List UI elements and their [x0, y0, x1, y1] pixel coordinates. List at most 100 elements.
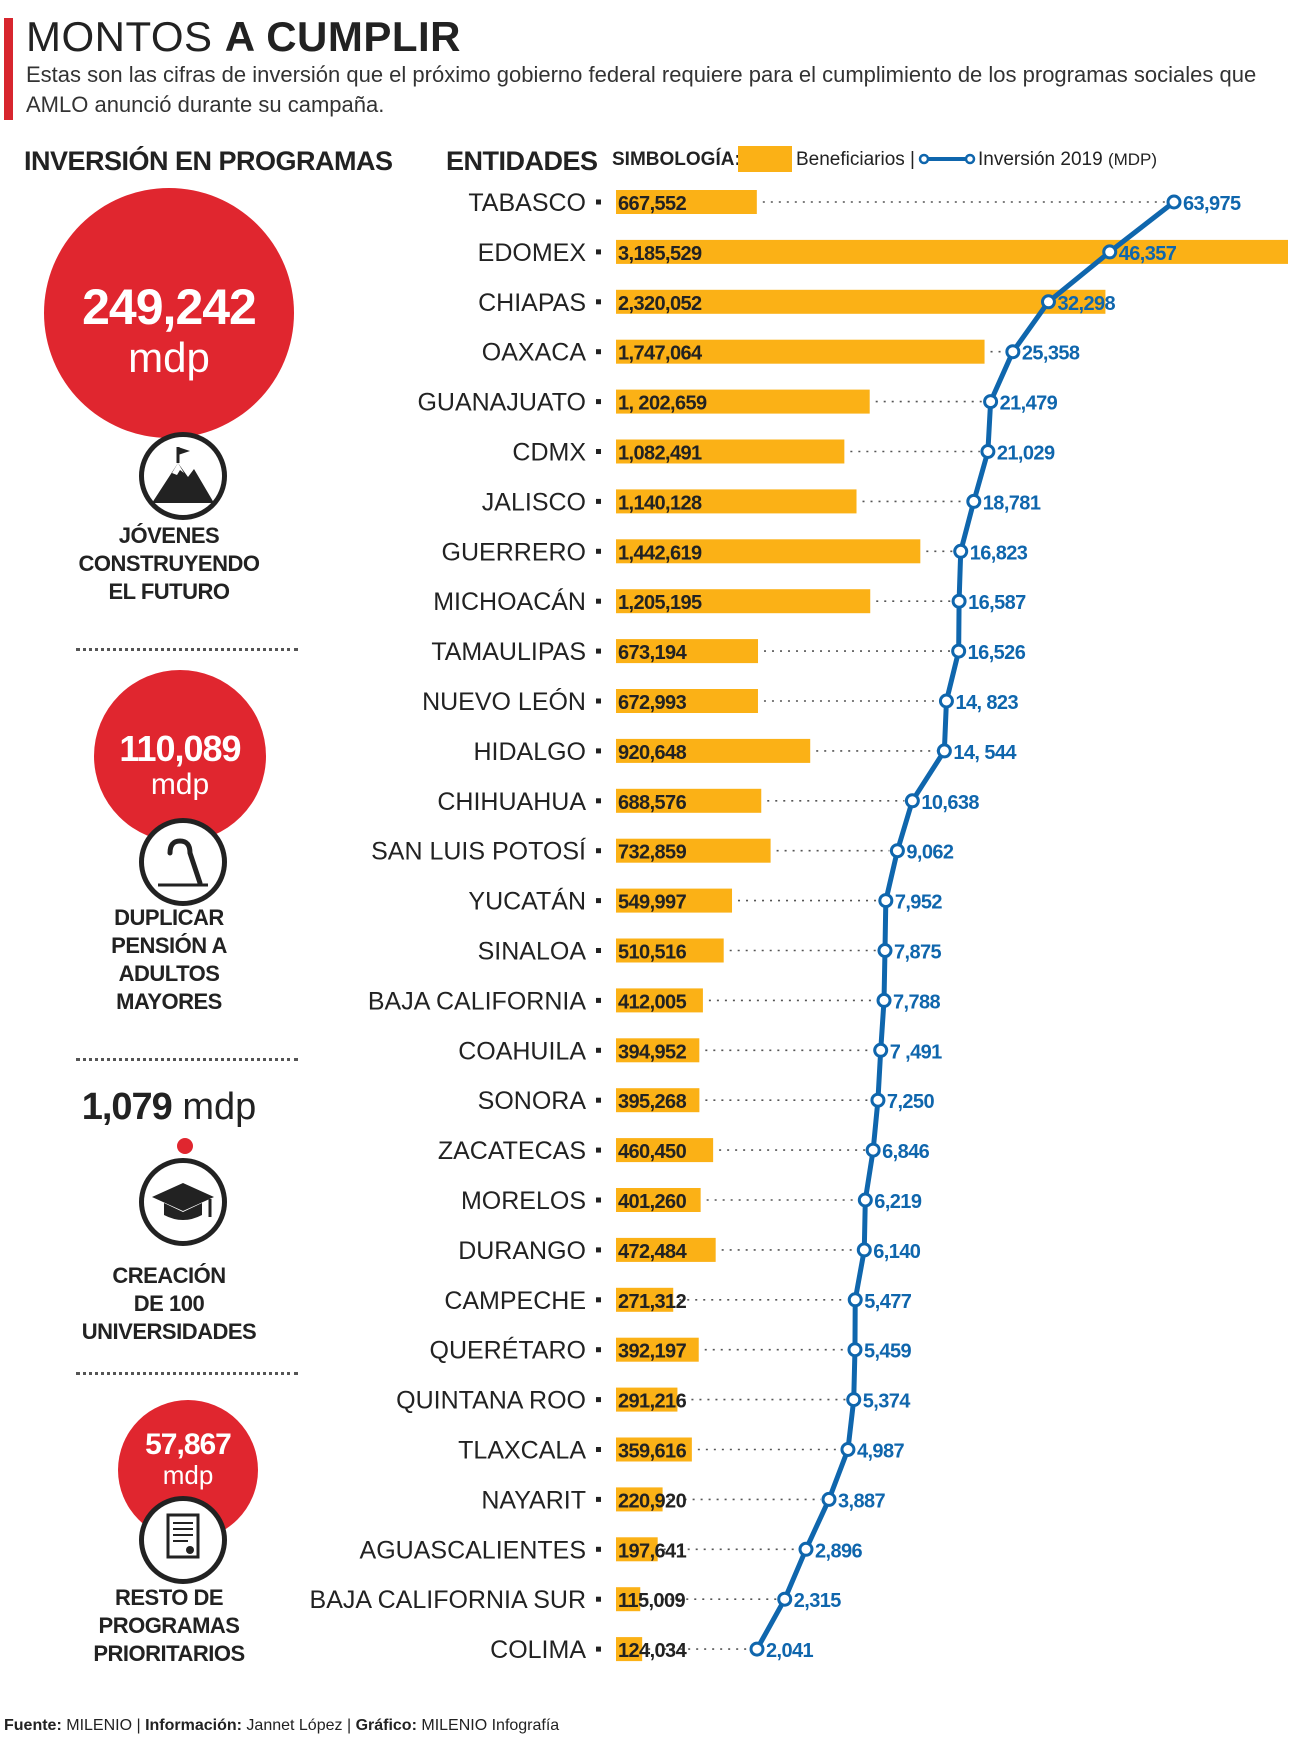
beneficiaries-label: 359,616 — [618, 1441, 687, 1463]
program-1-value: 249,242 — [82, 279, 257, 335]
investment-label: 5,374 — [863, 1391, 912, 1413]
beneficiaries-bar — [616, 1237, 716, 1262]
investment-label: 5,477 — [864, 1291, 912, 1313]
beneficiaries-label: 3,185,529 — [618, 243, 702, 265]
state-label: SONORA — [478, 1087, 587, 1115]
state-label: NAYARIT — [481, 1486, 586, 1514]
state-tick — [596, 299, 601, 305]
beneficiaries-label: 115,009 — [618, 1590, 685, 1612]
state-tick — [596, 1447, 601, 1452]
document-icon — [139, 1496, 227, 1584]
state-tick — [596, 449, 601, 454]
beneficiaries-label: 460,450 — [618, 1141, 687, 1163]
program-1-unit: mdp — [128, 334, 210, 381]
investment-point — [846, 1392, 862, 1408]
beneficiaries-label: 688,576 — [618, 792, 687, 814]
beneficiaries-bar — [616, 938, 724, 963]
state-tick — [596, 948, 601, 953]
beneficiaries-bar — [616, 1587, 641, 1612]
legend-line-label: Inversión 2019 (MDP) — [978, 149, 1158, 170]
beneficiaries-bar — [616, 539, 921, 564]
page-subtitle: Estas son las cifras de inversión que el… — [26, 62, 1257, 117]
state-label: BAJA CALIFORNIA SUR — [310, 1586, 586, 1614]
state-label: AGUASCALIENTES — [360, 1536, 586, 1564]
beneficiaries-bar — [616, 1537, 658, 1562]
beneficiaries-bar — [616, 239, 1288, 264]
state-label: QUERÉTARO — [430, 1336, 587, 1365]
state-label: MORELOS — [461, 1187, 586, 1215]
investment-point — [1102, 244, 1118, 260]
investment-label: 6,140 — [873, 1241, 921, 1263]
investment-line — [754, 200, 1176, 1651]
investment-label: 16,587 — [968, 592, 1026, 614]
investment-point — [1166, 194, 1182, 210]
beneficiaries-label: 673,194 — [618, 642, 688, 664]
beneficiaries-bar — [616, 888, 733, 913]
investment-label: 2,315 — [794, 1590, 842, 1612]
state-tick — [596, 1596, 601, 1602]
investment-label: 4,987 — [857, 1441, 905, 1463]
investment-point — [876, 992, 892, 1008]
beneficiaries-bar — [616, 389, 870, 414]
investment-point — [877, 943, 893, 958]
state-label: COAHUILA — [458, 1037, 586, 1065]
state-label: COLIMA — [490, 1636, 586, 1664]
state-label: BAJA CALIFORNIA — [368, 987, 586, 1015]
state-label: QUINTANA ROO — [396, 1387, 586, 1415]
state-tick — [596, 1496, 601, 1502]
beneficiaries-label: 472,484 — [618, 1241, 688, 1263]
state-tick — [596, 249, 601, 255]
investment-point — [951, 593, 967, 609]
investment-point — [889, 843, 905, 859]
investment-point — [953, 543, 969, 559]
cane-icon — [139, 818, 227, 906]
investment-label: 9,062 — [906, 842, 954, 864]
beneficiaries-bar — [616, 738, 811, 763]
investment-point — [938, 693, 954, 709]
programs-heading: INVERSIÓN EN PROGRAMAS — [24, 146, 393, 176]
beneficiaries-bar — [616, 489, 857, 514]
state-label: DURANGO — [458, 1237, 586, 1265]
state-label: ZACATECAS — [438, 1137, 586, 1165]
state-tick — [596, 1297, 601, 1303]
investment-point — [1005, 344, 1021, 360]
beneficiaries-label: 1,140,128 — [618, 492, 702, 514]
state-tick — [596, 498, 601, 504]
beneficiaries-label: 197,641 — [618, 1540, 687, 1562]
state-label: TABASCO — [468, 189, 586, 217]
beneficiaries-label: 920,648 — [618, 742, 687, 764]
program-3-unit: mdp — [182, 1086, 257, 1128]
beneficiaries-label: 395,268 — [618, 1091, 687, 1113]
beneficiaries-label: 401,260 — [618, 1191, 687, 1213]
beneficiaries-bar — [616, 838, 771, 863]
program-1-circle — [44, 188, 294, 438]
beneficiaries-label: 412,005 — [618, 991, 687, 1013]
state-label: SAN LUIS POTOSÍ — [371, 837, 586, 866]
beneficiaries-label: 2,320,052 — [618, 293, 702, 315]
state-label: CDMX — [512, 439, 586, 467]
beneficiaries-label: 291,216 — [618, 1391, 687, 1413]
beneficiaries-bar — [616, 1337, 699, 1362]
beneficiaries-label: 1, 202,659 — [618, 393, 707, 415]
investment-point — [865, 1142, 881, 1158]
entities-heading: ENTIDADES — [446, 146, 598, 176]
program-4-label: RESTO DE PROGRAMAS PRIORITARIOS — [93, 1585, 245, 1666]
beneficiaries-bar — [616, 1088, 700, 1113]
state-label: GUERRERO — [442, 538, 586, 566]
investment-label: 10,638 — [921, 792, 979, 814]
investment-label: 25,358 — [1022, 343, 1080, 365]
state-tick — [596, 848, 601, 854]
state-tick — [596, 1097, 601, 1103]
investment-label: 2,041 — [766, 1640, 814, 1662]
footer: Fuente: MILENIO | Información: Jannet Ló… — [4, 1717, 560, 1734]
investment-point — [904, 793, 920, 809]
state-tick — [596, 1047, 601, 1053]
beneficiaries-bar — [616, 589, 871, 614]
investment-point — [749, 1641, 765, 1657]
beneficiaries-label: 1,747,064 — [618, 343, 703, 365]
beneficiaries-bar — [616, 1038, 700, 1063]
state-label: EDOMEX — [478, 239, 587, 267]
investment-point — [966, 493, 982, 509]
state-tick — [596, 1546, 601, 1552]
investment-point — [878, 893, 894, 909]
